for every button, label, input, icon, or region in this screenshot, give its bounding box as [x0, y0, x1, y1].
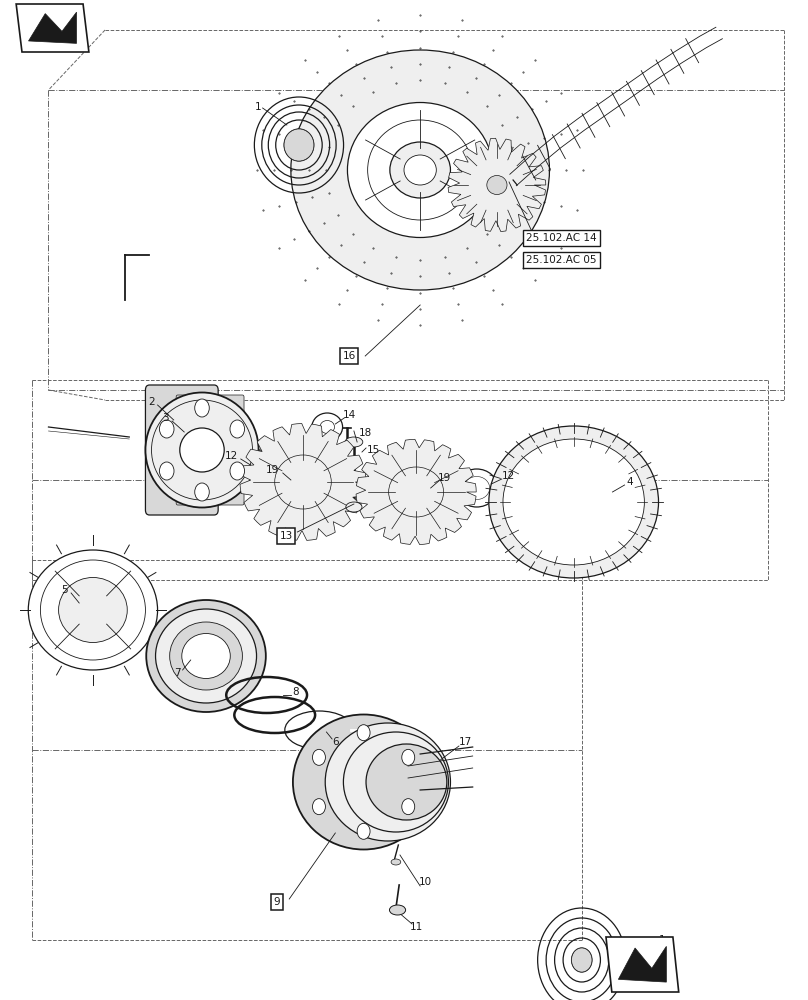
Ellipse shape — [390, 142, 451, 198]
Text: 2: 2 — [149, 397, 155, 407]
Ellipse shape — [404, 155, 436, 185]
Ellipse shape — [182, 634, 230, 678]
FancyBboxPatch shape — [176, 395, 244, 425]
Ellipse shape — [179, 428, 225, 472]
Text: 25.102.AC 14: 25.102.AC 14 — [526, 233, 597, 243]
Circle shape — [195, 483, 209, 501]
Ellipse shape — [366, 744, 447, 820]
Circle shape — [159, 462, 174, 480]
Ellipse shape — [312, 413, 343, 441]
Text: 1: 1 — [255, 102, 261, 112]
Ellipse shape — [170, 622, 242, 690]
Text: 1: 1 — [659, 935, 666, 945]
Ellipse shape — [464, 477, 490, 499]
Text: 11: 11 — [410, 922, 423, 932]
Ellipse shape — [320, 420, 335, 434]
Ellipse shape — [145, 392, 259, 508]
FancyBboxPatch shape — [176, 475, 244, 505]
Text: 10: 10 — [419, 877, 432, 887]
Text: 19: 19 — [266, 465, 279, 475]
Ellipse shape — [293, 714, 435, 850]
Circle shape — [159, 420, 174, 438]
Ellipse shape — [146, 600, 266, 712]
Circle shape — [357, 725, 370, 741]
Text: 18: 18 — [359, 428, 372, 438]
Ellipse shape — [368, 120, 473, 220]
Ellipse shape — [347, 499, 361, 507]
Circle shape — [230, 420, 245, 438]
Ellipse shape — [155, 609, 256, 703]
Text: 8: 8 — [292, 687, 299, 697]
Ellipse shape — [347, 103, 493, 237]
Polygon shape — [618, 946, 667, 982]
Circle shape — [402, 749, 415, 765]
Polygon shape — [16, 4, 89, 52]
Ellipse shape — [291, 50, 549, 290]
Polygon shape — [240, 424, 366, 540]
Text: 9: 9 — [274, 897, 280, 907]
Ellipse shape — [571, 948, 592, 972]
Text: 12: 12 — [225, 451, 238, 461]
Text: 13: 13 — [280, 531, 292, 541]
Ellipse shape — [247, 458, 270, 479]
Ellipse shape — [343, 732, 448, 832]
Polygon shape — [448, 138, 546, 232]
Ellipse shape — [389, 467, 444, 517]
Polygon shape — [28, 12, 77, 43]
Ellipse shape — [284, 129, 314, 161]
Text: 5: 5 — [61, 585, 68, 595]
Polygon shape — [606, 937, 679, 992]
Ellipse shape — [40, 560, 145, 660]
Text: 6: 6 — [332, 737, 339, 747]
Text: 17: 17 — [459, 737, 472, 747]
Ellipse shape — [503, 439, 644, 565]
Text: 19: 19 — [438, 473, 451, 483]
Circle shape — [402, 799, 415, 815]
Ellipse shape — [152, 400, 252, 500]
Ellipse shape — [239, 450, 278, 486]
Ellipse shape — [325, 723, 451, 841]
Ellipse shape — [345, 437, 363, 447]
Ellipse shape — [58, 578, 128, 643]
Ellipse shape — [389, 905, 406, 915]
Ellipse shape — [486, 176, 507, 194]
Circle shape — [195, 399, 209, 417]
Ellipse shape — [28, 550, 158, 670]
Ellipse shape — [346, 502, 362, 512]
Ellipse shape — [275, 455, 331, 509]
Text: 14: 14 — [343, 410, 356, 420]
Text: 12: 12 — [502, 471, 515, 481]
Text: 25.102.AC 05: 25.102.AC 05 — [526, 255, 597, 265]
Circle shape — [313, 749, 326, 765]
FancyBboxPatch shape — [145, 385, 218, 515]
Circle shape — [313, 799, 326, 815]
Text: 3: 3 — [162, 413, 169, 423]
Text: 7: 7 — [175, 668, 181, 678]
Ellipse shape — [489, 426, 659, 578]
Ellipse shape — [456, 469, 498, 507]
Text: 16: 16 — [343, 351, 356, 361]
Circle shape — [230, 462, 245, 480]
Text: 15: 15 — [367, 445, 380, 455]
Polygon shape — [356, 439, 476, 545]
Circle shape — [357, 823, 370, 839]
Ellipse shape — [391, 859, 401, 865]
Text: 4: 4 — [627, 477, 633, 487]
